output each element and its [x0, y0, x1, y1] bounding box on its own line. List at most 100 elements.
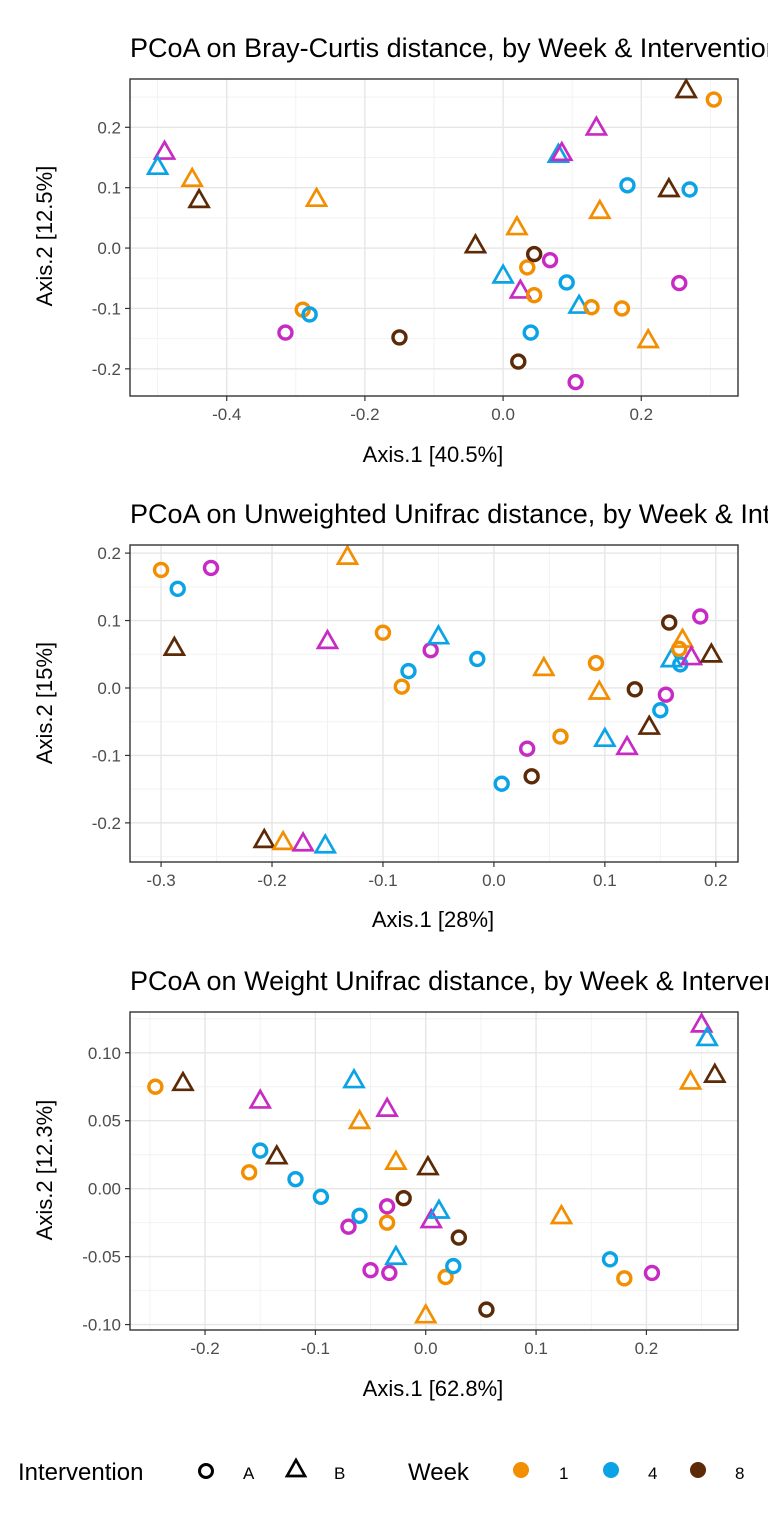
- y-tick-label: 0.2: [97, 544, 121, 563]
- x-tick-label: -0.3: [146, 871, 175, 890]
- data-point-circle: [519, 259, 536, 276]
- x-axis-label: Axis.1 [40.5%]: [363, 442, 504, 467]
- data-point-circle: [202, 559, 220, 577]
- data-point-circle: [705, 91, 723, 108]
- panel-weighted-unifrac: PCoA on Weight Unifrac distance, by Week…: [32, 966, 768, 1401]
- legend-key-week-8-icon: [690, 1462, 706, 1478]
- data-point-circle: [478, 1301, 495, 1318]
- data-point-circle: [525, 245, 543, 263]
- panel-bray-curtis: PCoA on Bray-Curtis distance, by Week & …: [32, 33, 768, 467]
- x-tick-label: 0.2: [629, 405, 653, 424]
- data-point-triangle: [384, 1149, 408, 1170]
- data-point-circle: [510, 353, 527, 370]
- data-point-circle: [552, 728, 569, 745]
- y-tick-label: 0.1: [97, 179, 121, 198]
- data-point-circle: [522, 324, 539, 341]
- data-point-triangle: [689, 1012, 714, 1033]
- data-point-triangle: [152, 139, 177, 160]
- data-point-triangle: [313, 832, 338, 854]
- data-point-triangle: [291, 830, 315, 852]
- data-point-triangle: [416, 1154, 440, 1176]
- legend-title-intervention: Intervention: [18, 1459, 143, 1486]
- data-point-triangle: [491, 263, 515, 284]
- data-point-circle: [626, 681, 644, 698]
- data-point-circle: [351, 1207, 368, 1225]
- data-point-circle: [340, 1218, 357, 1235]
- data-point-triangle: [426, 623, 451, 645]
- data-point-triangle: [549, 1203, 574, 1225]
- data-point-circle: [670, 640, 688, 658]
- x-tick-label: 0.2: [704, 871, 728, 890]
- x-tick-label: 0.0: [414, 1339, 438, 1358]
- data-point-circle: [169, 580, 186, 598]
- data-point-circle: [567, 373, 584, 391]
- data-point-circle: [692, 608, 709, 625]
- panel-title: PCoA on Weight Unifrac distance, by Week…: [130, 966, 768, 996]
- y-tick-label: 0.05: [88, 1112, 121, 1131]
- data-point-circle: [518, 740, 536, 757]
- data-point-circle: [616, 1270, 633, 1287]
- x-axis-label: Axis.1 [28%]: [372, 907, 494, 932]
- data-point-triangle: [703, 1062, 727, 1083]
- y-tick-label: 0.00: [88, 1180, 121, 1199]
- data-point-triangle: [315, 628, 340, 650]
- data-point-circle: [393, 678, 411, 695]
- x-tick-label: -0.2: [190, 1339, 219, 1358]
- data-point-circle: [378, 1198, 396, 1215]
- legend-label-week-8: 8: [735, 1464, 744, 1483]
- data-point-triangle: [670, 627, 695, 648]
- data-point-circle: [523, 768, 540, 785]
- legend-key-week-4-icon: [603, 1462, 619, 1478]
- x-tick-label: 0.0: [482, 871, 506, 890]
- data-point-circle: [395, 1189, 412, 1207]
- data-point-triangle: [271, 829, 295, 851]
- data-point-triangle: [695, 1025, 719, 1047]
- data-point-triangle: [248, 1088, 273, 1109]
- data-point-circle: [287, 1170, 304, 1188]
- x-tick-label: 0.1: [524, 1339, 548, 1358]
- x-tick-label: -0.2: [257, 871, 286, 890]
- data-point-triangle: [678, 1069, 703, 1090]
- data-point-triangle: [347, 1108, 372, 1130]
- data-point-circle: [391, 329, 408, 346]
- data-point-circle: [681, 181, 698, 198]
- y-tick-label: 0.2: [97, 118, 121, 137]
- y-tick-label: -0.2: [92, 360, 121, 379]
- y-tick-label: 0.10: [88, 1044, 121, 1063]
- data-point-triangle: [171, 1070, 195, 1092]
- data-point-circle: [583, 299, 600, 316]
- data-point-triangle: [657, 176, 681, 198]
- data-point-triangle: [508, 278, 533, 299]
- data-point-triangle: [145, 154, 170, 176]
- y-tick-label: -0.2: [92, 814, 121, 833]
- y-tick-label: -0.05: [82, 1248, 121, 1267]
- data-point-triangle: [252, 827, 277, 849]
- data-point-triangle: [567, 293, 591, 314]
- data-point-triangle: [162, 635, 187, 656]
- plot-area: -0.4 -0.2 0.0 0.2 -0.2 -0.1 0.0 0.1 0.2: [92, 77, 739, 424]
- data-point-circle: [252, 1142, 269, 1159]
- data-point-triangle: [674, 77, 699, 99]
- y-axis-label: Axis.2 [15%]: [32, 642, 57, 764]
- data-point-circle: [657, 686, 675, 703]
- data-point-circle: [661, 614, 678, 631]
- data-point-circle: [601, 1251, 619, 1268]
- plot-background: [130, 1012, 738, 1330]
- data-point-circle: [152, 561, 170, 579]
- y-tick-label: -0.1: [92, 746, 121, 765]
- panel-border: [129, 544, 739, 863]
- data-point-triangle: [546, 142, 571, 163]
- data-point-circle: [450, 1229, 468, 1246]
- data-point-triangle: [180, 166, 205, 188]
- y-axis-label: Axis.2 [12.5%]: [32, 166, 57, 307]
- y-tick-label: -0.10: [82, 1316, 121, 1335]
- data-point-triangle: [593, 726, 617, 748]
- data-point-triangle: [375, 1096, 399, 1117]
- legend-label-a: A: [243, 1464, 255, 1483]
- data-point-triangle: [505, 214, 529, 236]
- data-point-circle: [400, 662, 417, 680]
- x-tick-label: 0.2: [635, 1339, 659, 1358]
- data-point-circle: [643, 1264, 661, 1282]
- legend-label-b: B: [334, 1464, 345, 1483]
